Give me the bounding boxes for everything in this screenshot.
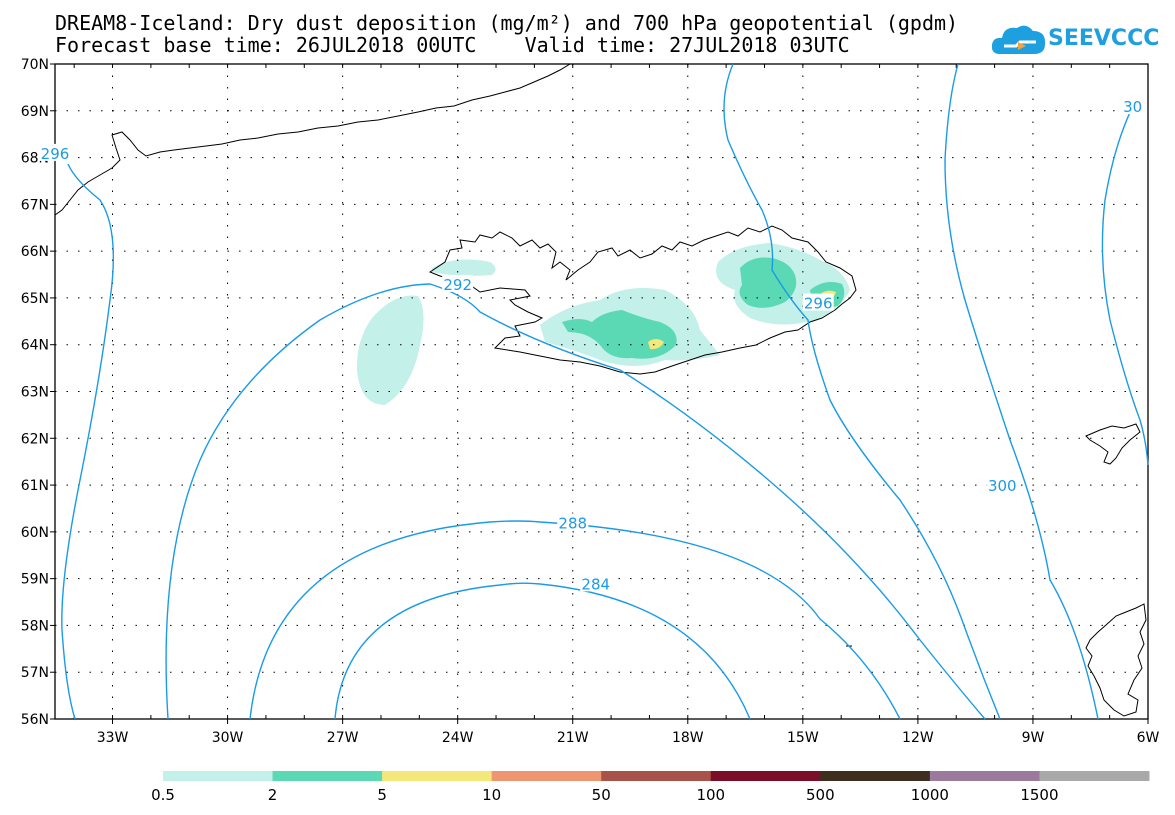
coastlines — [54, 63, 1147, 717]
contour-label-bg — [986, 476, 1018, 494]
lat-label: 70N — [21, 57, 49, 73]
dust-patch-northwest — [432, 259, 496, 276]
seevccc-logo: SEEVCCC — [990, 20, 1159, 60]
contour-label-bg — [557, 513, 589, 531]
contour-label-bg — [580, 574, 612, 592]
contour-296-east — [723, 63, 1001, 720]
lat-label: 57N — [21, 665, 49, 681]
contour-284 — [334, 582, 751, 720]
forecast-times: Forecast base time: 26JUL2018 00UTC Vali… — [55, 33, 850, 57]
legend-label: 0.5 — [151, 786, 175, 804]
lon-label: 33W — [97, 730, 129, 746]
longitude-labels: 33W 30W 27W 24W 21W 18W 15W 12W 9W 6W — [97, 730, 1160, 746]
cloud-icon — [991, 25, 1046, 54]
logo-text: SEEVCCC — [1048, 26, 1160, 51]
legend-swatch — [382, 771, 493, 781]
contour-label: 288 — [558, 515, 587, 533]
legend-label: 500 — [806, 786, 835, 804]
contour-label: 284 — [581, 575, 610, 593]
dust-patch-west — [356, 295, 424, 405]
legend-swatch — [163, 771, 274, 781]
contour-label-bg — [39, 143, 71, 161]
contour-300 — [944, 63, 1099, 720]
contour-label-bg — [442, 274, 474, 292]
legend-label: 100 — [696, 786, 725, 804]
contour-304 — [1101, 99, 1149, 466]
coast-greenland — [54, 63, 571, 216]
contour-label: 30 — [1123, 98, 1142, 116]
legend-swatch — [272, 771, 383, 781]
legend-label: 2 — [268, 786, 278, 804]
lon-label: 9W — [1022, 730, 1045, 746]
lon-label: 6W — [1137, 730, 1160, 746]
lat-label: 56N — [21, 712, 49, 728]
contour-label: 300 — [988, 477, 1017, 495]
contour-label: 296 — [41, 145, 70, 163]
lat-label: 58N — [21, 618, 49, 634]
lon-label: 24W — [442, 730, 474, 746]
contour-296-west — [61, 163, 115, 720]
lat-label: 63N — [21, 385, 49, 401]
lon-label: 30W — [212, 730, 244, 746]
dust-level2-south — [562, 310, 677, 359]
dust-deposition-layer — [356, 243, 850, 405]
legend-label: 1000 — [911, 786, 949, 804]
dust-level2-east — [739, 257, 797, 308]
lon-label: 18W — [672, 730, 704, 746]
legend-swatch — [491, 771, 602, 781]
contour-label-bg — [1121, 97, 1144, 115]
contour-label-bg — [802, 293, 834, 311]
legend: 0.5 2 5 10 50 100 500 1000 1500 — [151, 771, 1150, 804]
geopotential-contours — [61, 63, 1149, 720]
contour-labels: 284 288 292 296 296 300 30 — [39, 97, 1144, 593]
lon-label: 15W — [787, 730, 819, 746]
map-title: DREAM8-Iceland: Dry dust deposition (mg/… — [55, 11, 959, 35]
map-frame — [54, 63, 1149, 720]
legend-swatch — [1039, 771, 1150, 781]
lon-label: 27W — [327, 730, 359, 746]
legend-swatch — [601, 771, 712, 781]
lat-label: 64N — [21, 338, 49, 354]
lat-label: 62N — [21, 431, 49, 447]
contour-label: 292 — [443, 276, 472, 294]
legend-swatch — [710, 771, 821, 781]
legend-label: 5 — [377, 786, 387, 804]
legend-swatch — [820, 771, 931, 781]
latitude-labels: 56N57N58N59N60N61N62N63N64N65N66N67N68N6… — [21, 57, 49, 728]
graticule — [55, 64, 1148, 719]
lat-label: 67N — [21, 197, 49, 213]
coast-faroe — [1085, 423, 1141, 465]
legend-label: 50 — [592, 786, 611, 804]
contour-288 — [249, 520, 901, 720]
coast-scotland — [1085, 603, 1147, 717]
lon-label: 12W — [902, 730, 934, 746]
lat-label: 59N — [21, 572, 49, 588]
lon-label: 21W — [557, 730, 589, 746]
dust-level3-south — [648, 339, 664, 350]
lat-label: 66N — [21, 244, 49, 260]
legend-swatch — [929, 771, 1040, 781]
contour-label: 296 — [804, 295, 833, 313]
legend-label: 1500 — [1020, 786, 1058, 804]
lat-label: 60N — [21, 525, 49, 541]
axis-ticks — [50, 63, 1149, 724]
legend-label: 10 — [482, 786, 501, 804]
contour-292 — [165, 283, 986, 720]
lat-label: 61N — [21, 478, 49, 494]
lat-label: 69N — [21, 104, 49, 120]
lat-label: 65N — [21, 291, 49, 307]
